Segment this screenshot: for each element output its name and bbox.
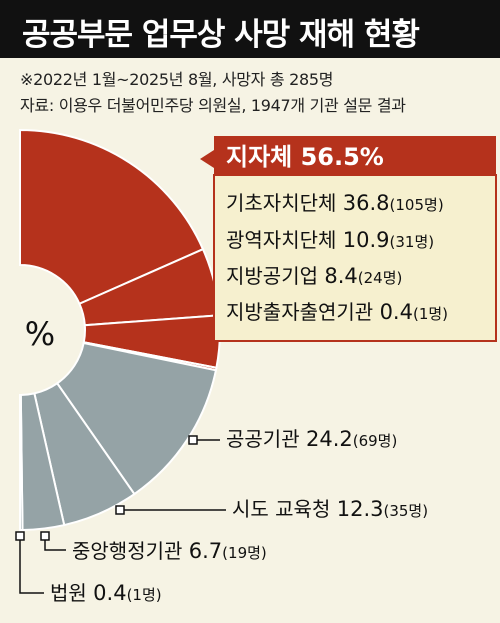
callout-title: 지자체 56.5% [226, 143, 384, 171]
slice-label-3: 지방공기업 8.4(24명) [226, 264, 402, 288]
slice-label-5: 공공기관 24.2(69명) [226, 427, 397, 451]
slice-5 [55, 341, 218, 496]
leader-line-8 [19, 536, 44, 594]
leader-marker-8 [15, 531, 25, 541]
leader-marker-7 [40, 531, 50, 541]
slice-label-2: 광역자치단체 10.9(31명) [226, 228, 434, 252]
callout-pointer [200, 150, 214, 168]
source-note: 자료: 이용우 더불어민주당 의원실, 1947개 기관 설문 결과 [20, 96, 406, 115]
slice-label-4: 지방출자출연기관 0.4(1명) [226, 300, 448, 324]
slice-labels: 기초자치단체 36.8(105명) 광역자치단체 10.9(31명) 지방공기업 8… [50, 191, 448, 605]
local-gov-callout: 지자체 56.5% [200, 136, 497, 342]
leader-lines [15, 435, 226, 594]
slice-1 [19, 128, 205, 306]
slice-label-1: 기초자치단체 36.8(105명) [226, 191, 444, 215]
callout-header [214, 136, 496, 176]
slice-label-7: 중앙행정기관 6.7(19명) [72, 539, 267, 563]
chart-title: 공공부문 업무상 사망 재해 현황 [22, 17, 420, 53]
slice-label-6: 시도 교육청 12.3(35명) [232, 497, 428, 521]
chart-slices [19, 128, 221, 532]
callout-box [213, 174, 497, 342]
slice-label-8: 법원 0.4(1명) [50, 581, 162, 605]
slice-8 [19, 393, 24, 532]
leader-marker-5 [188, 435, 198, 445]
period-note: ※2022년 1월~2025년 8월, 사망자 총 285명 [20, 70, 334, 89]
leader-marker-6 [115, 505, 125, 515]
center-percent-label: % [25, 315, 55, 353]
title-bar: 공공부문 업무상 사망 재해 현황 [0, 0, 500, 58]
